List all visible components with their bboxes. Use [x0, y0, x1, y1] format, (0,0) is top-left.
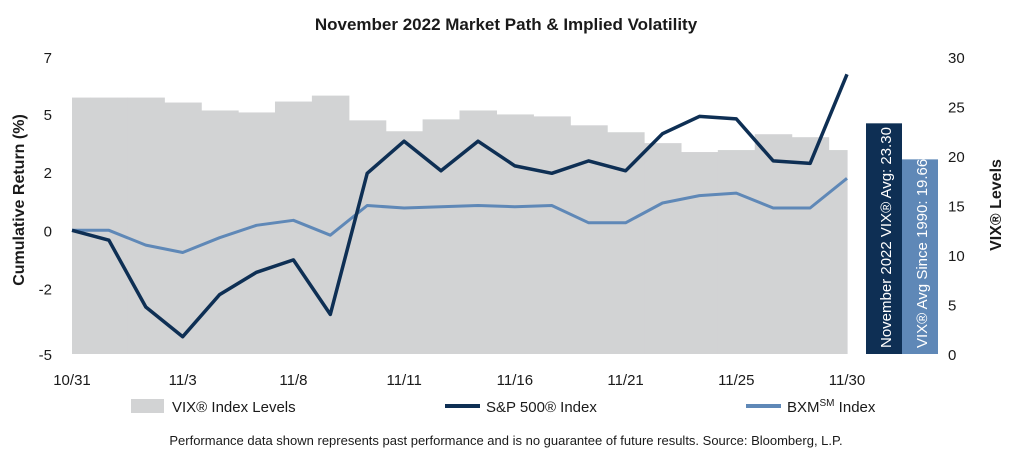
- x-axis: 10/31 11/3 11/8 11/11 11/16 11/21 11/25 11/30: [53, 372, 865, 389]
- legend-bxm-label: BXMSM Index: [787, 398, 876, 416]
- legend-bxm-rest: Index: [835, 399, 876, 416]
- vix-bar: [607, 132, 645, 354]
- right-tick-label: 5: [948, 298, 956, 315]
- legend-vix-swatch: [131, 399, 164, 413]
- vix-bar: [72, 97, 92, 354]
- right-tick-label: 30: [948, 50, 965, 67]
- right-tick-label: 0: [948, 347, 956, 364]
- vix-bar: [533, 116, 571, 355]
- right-tick-label: 25: [948, 100, 965, 117]
- vix-bar: [680, 152, 719, 354]
- vix-bar: [644, 143, 682, 354]
- x-tick-label: 11/21: [607, 372, 643, 389]
- x-tick-label: 11/25: [718, 372, 754, 389]
- vix-bar: [754, 134, 793, 354]
- right-tick-label: 15: [948, 199, 965, 216]
- left-tick-label: 0: [44, 223, 52, 240]
- x-tick-label: 11/8: [279, 372, 307, 389]
- vix-bar: [164, 102, 202, 354]
- vix-bar: [348, 120, 387, 354]
- vix-bar: [385, 131, 424, 354]
- vix-bar: [238, 112, 276, 354]
- vix-area-layer: [72, 95, 848, 355]
- reference-bar-label: November 2022 VIX® Avg: 23.30: [878, 127, 895, 348]
- bxm-line: [72, 177, 848, 254]
- left-tick-label: 5: [44, 107, 52, 124]
- sp500-line: [71, 73, 849, 339]
- footnote: Performance data shown represents past p…: [169, 433, 842, 448]
- reference-bar: [902, 159, 938, 354]
- vix-bar: [127, 97, 165, 354]
- vix-bar: [717, 150, 756, 354]
- vix-bar: [791, 137, 830, 354]
- right-tick-label: 20: [948, 149, 965, 166]
- vix-bar: [90, 97, 128, 354]
- vix-bar: [828, 150, 848, 354]
- legend-vix-label: VIX® Index Levels: [172, 399, 296, 416]
- vix-bar: [459, 110, 498, 355]
- legend-bxm-main: BXM: [787, 399, 820, 416]
- left-axis: 7 5 2 0 -2 -5: [39, 50, 52, 364]
- vix-bar: [274, 101, 313, 354]
- right-axis-title: VIX® Levels: [988, 159, 1005, 251]
- x-tick-label: 11/11: [386, 372, 421, 389]
- vix-bar: [496, 114, 534, 354]
- left-tick-label: -5: [39, 347, 52, 364]
- legend-sp500-label: S&P 500® Index: [486, 399, 597, 416]
- chart-title: November 2022 Market Path & Implied Vola…: [315, 15, 698, 34]
- x-tick-label: 11/3: [169, 372, 197, 389]
- right-axis: 0 5 10 15 20 25 30: [948, 50, 965, 364]
- left-tick-label: 7: [44, 50, 52, 67]
- right-tick-label: 10: [948, 248, 965, 265]
- left-tick-label: 2: [44, 165, 52, 182]
- x-tick-label: 10/31: [53, 372, 91, 389]
- vix-bar: [422, 119, 461, 355]
- legend: VIX® Index Levels S&P 500® Index BXMSM I…: [131, 398, 876, 416]
- reference-bar: [866, 123, 902, 354]
- left-axis-title: Cumulative Return (%): [11, 114, 28, 286]
- x-tick-label: 11/30: [829, 372, 865, 389]
- series-lines: [71, 73, 849, 339]
- x-tick-label: 11/16: [497, 372, 533, 389]
- reference-bar-label: VIX® Avg Since 1990: 19.66: [914, 159, 931, 348]
- reference-bars: November 2022 VIX® Avg: 23.30 VIX® Avg Si…: [866, 123, 938, 354]
- left-tick-label: -2: [39, 281, 52, 298]
- legend-bxm-sup: SM: [820, 398, 835, 409]
